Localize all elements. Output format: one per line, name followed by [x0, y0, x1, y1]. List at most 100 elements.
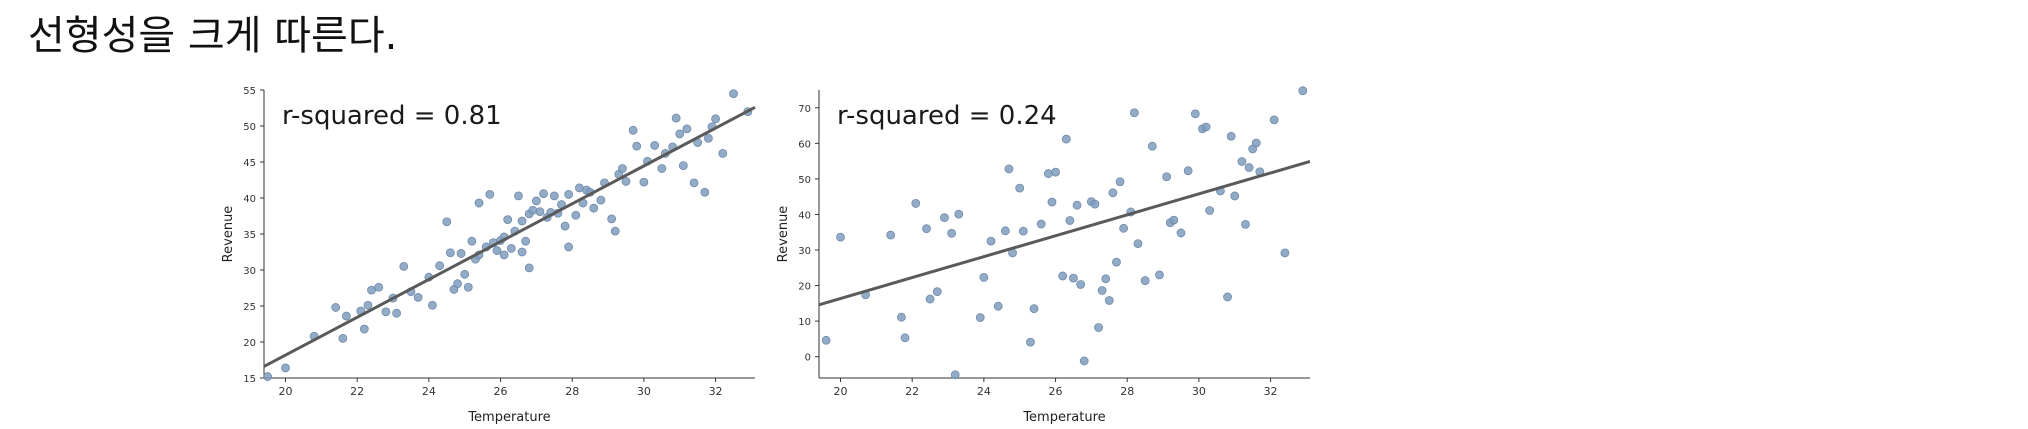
x-tick-label: 20: [279, 385, 293, 398]
y-tick-label: 40: [798, 210, 811, 221]
data-point: [729, 89, 738, 98]
x-tick-label: 26: [1049, 385, 1063, 398]
data-point: [574, 183, 584, 193]
data-point: [564, 190, 574, 199]
data-point: [617, 164, 627, 173]
y-axis-label: Revenue: [221, 206, 236, 263]
y-tick-label: 50: [243, 122, 256, 133]
data-point: [1115, 177, 1125, 187]
data-point: [1226, 131, 1236, 141]
data-point: [650, 141, 660, 150]
data-point: [671, 113, 681, 123]
y-tick-label: 10: [798, 317, 811, 328]
y-tick-label: 30: [243, 266, 256, 277]
r-squared-annotation: r-squared = 0.81: [282, 101, 502, 131]
data-point: [1104, 296, 1114, 305]
data-point: [1112, 257, 1121, 267]
data-point: [1069, 273, 1078, 283]
y-tick-label: 50: [798, 175, 811, 186]
data-point: [1090, 199, 1100, 209]
x-tick-label: 28: [1120, 385, 1134, 398]
data-point: [700, 187, 710, 197]
data-point: [940, 213, 949, 223]
x-tick-label: 30: [637, 385, 651, 398]
data-point: [632, 141, 642, 151]
data-point: [718, 148, 728, 158]
data-point: [900, 333, 910, 343]
data-point: [503, 215, 513, 225]
data-point: [571, 210, 581, 220]
x-tick-label: 24: [977, 385, 991, 398]
data-point: [932, 287, 942, 297]
data-point: [689, 178, 699, 188]
y-tick-label: 20: [798, 282, 811, 293]
data-point: [657, 164, 667, 173]
data-point: [442, 217, 452, 227]
data-point: [821, 335, 831, 345]
data-point: [263, 372, 272, 381]
data-point: [392, 308, 402, 318]
y-axis-label: Revenue: [776, 206, 791, 263]
data-point: [1097, 286, 1107, 295]
data-point: [528, 205, 538, 215]
data-point: [474, 198, 484, 208]
data-point: [704, 133, 713, 143]
data-point: [338, 333, 348, 343]
data-point: [1162, 172, 1172, 182]
r-squared-annotation: r-squared = 0.24: [837, 101, 1057, 131]
data-point: [621, 177, 631, 186]
data-point: [986, 236, 996, 246]
data-point: [678, 161, 688, 170]
data-point: [922, 224, 931, 234]
data-point: [506, 243, 516, 253]
data-point: [979, 272, 989, 282]
data-point: [1101, 274, 1111, 284]
data-point: [342, 311, 351, 321]
x-tick-label: 28: [565, 385, 579, 398]
data-point: [886, 230, 896, 240]
data-point: [521, 236, 531, 246]
data-points: [821, 86, 1308, 380]
data-point: [428, 300, 437, 310]
data-point: [589, 203, 599, 213]
y-tick-label: 45: [243, 158, 256, 169]
data-point: [560, 221, 570, 231]
data-point: [1205, 206, 1215, 215]
trend-line: [263, 105, 756, 368]
data-point: [460, 269, 470, 279]
data-point: [399, 261, 409, 271]
data-point: [1000, 226, 1010, 236]
data-point: [1244, 163, 1254, 172]
data-point: [1251, 138, 1261, 148]
data-point: [993, 301, 1003, 311]
data-point: [435, 261, 445, 271]
data-point: [492, 246, 502, 255]
data-point: [549, 191, 559, 201]
data-point: [1072, 200, 1082, 210]
data-point: [517, 247, 527, 257]
x-tick-label: 22: [350, 385, 364, 398]
y-tick-label: 55: [243, 86, 256, 97]
data-point: [363, 300, 373, 310]
y-tick-label: 15: [243, 374, 256, 385]
data-point: [639, 177, 649, 187]
x-tick-label: 32: [1264, 385, 1278, 398]
data-point: [836, 232, 845, 242]
x-tick-label: 32: [709, 385, 723, 398]
data-point: [1230, 191, 1240, 201]
data-point: [610, 226, 620, 236]
y-tick-label: 60: [798, 139, 811, 150]
scatter-chart-strong-correlation: 15 20 25 30 35 40 45 50 55 20 22 24 26 28 30 32 Temperat…: [220, 78, 780, 428]
data-points: [263, 89, 753, 381]
data-point: [711, 114, 720, 124]
x-tick-label: 22: [905, 385, 919, 398]
data-point: [911, 199, 921, 208]
data-point: [564, 242, 574, 252]
data-point: [1223, 292, 1232, 302]
data-point: [607, 214, 617, 224]
data-point: [682, 124, 692, 134]
data-point: [1147, 141, 1157, 151]
data-point: [413, 292, 423, 302]
trend-line: [818, 160, 1311, 307]
data-point: [1061, 134, 1071, 144]
